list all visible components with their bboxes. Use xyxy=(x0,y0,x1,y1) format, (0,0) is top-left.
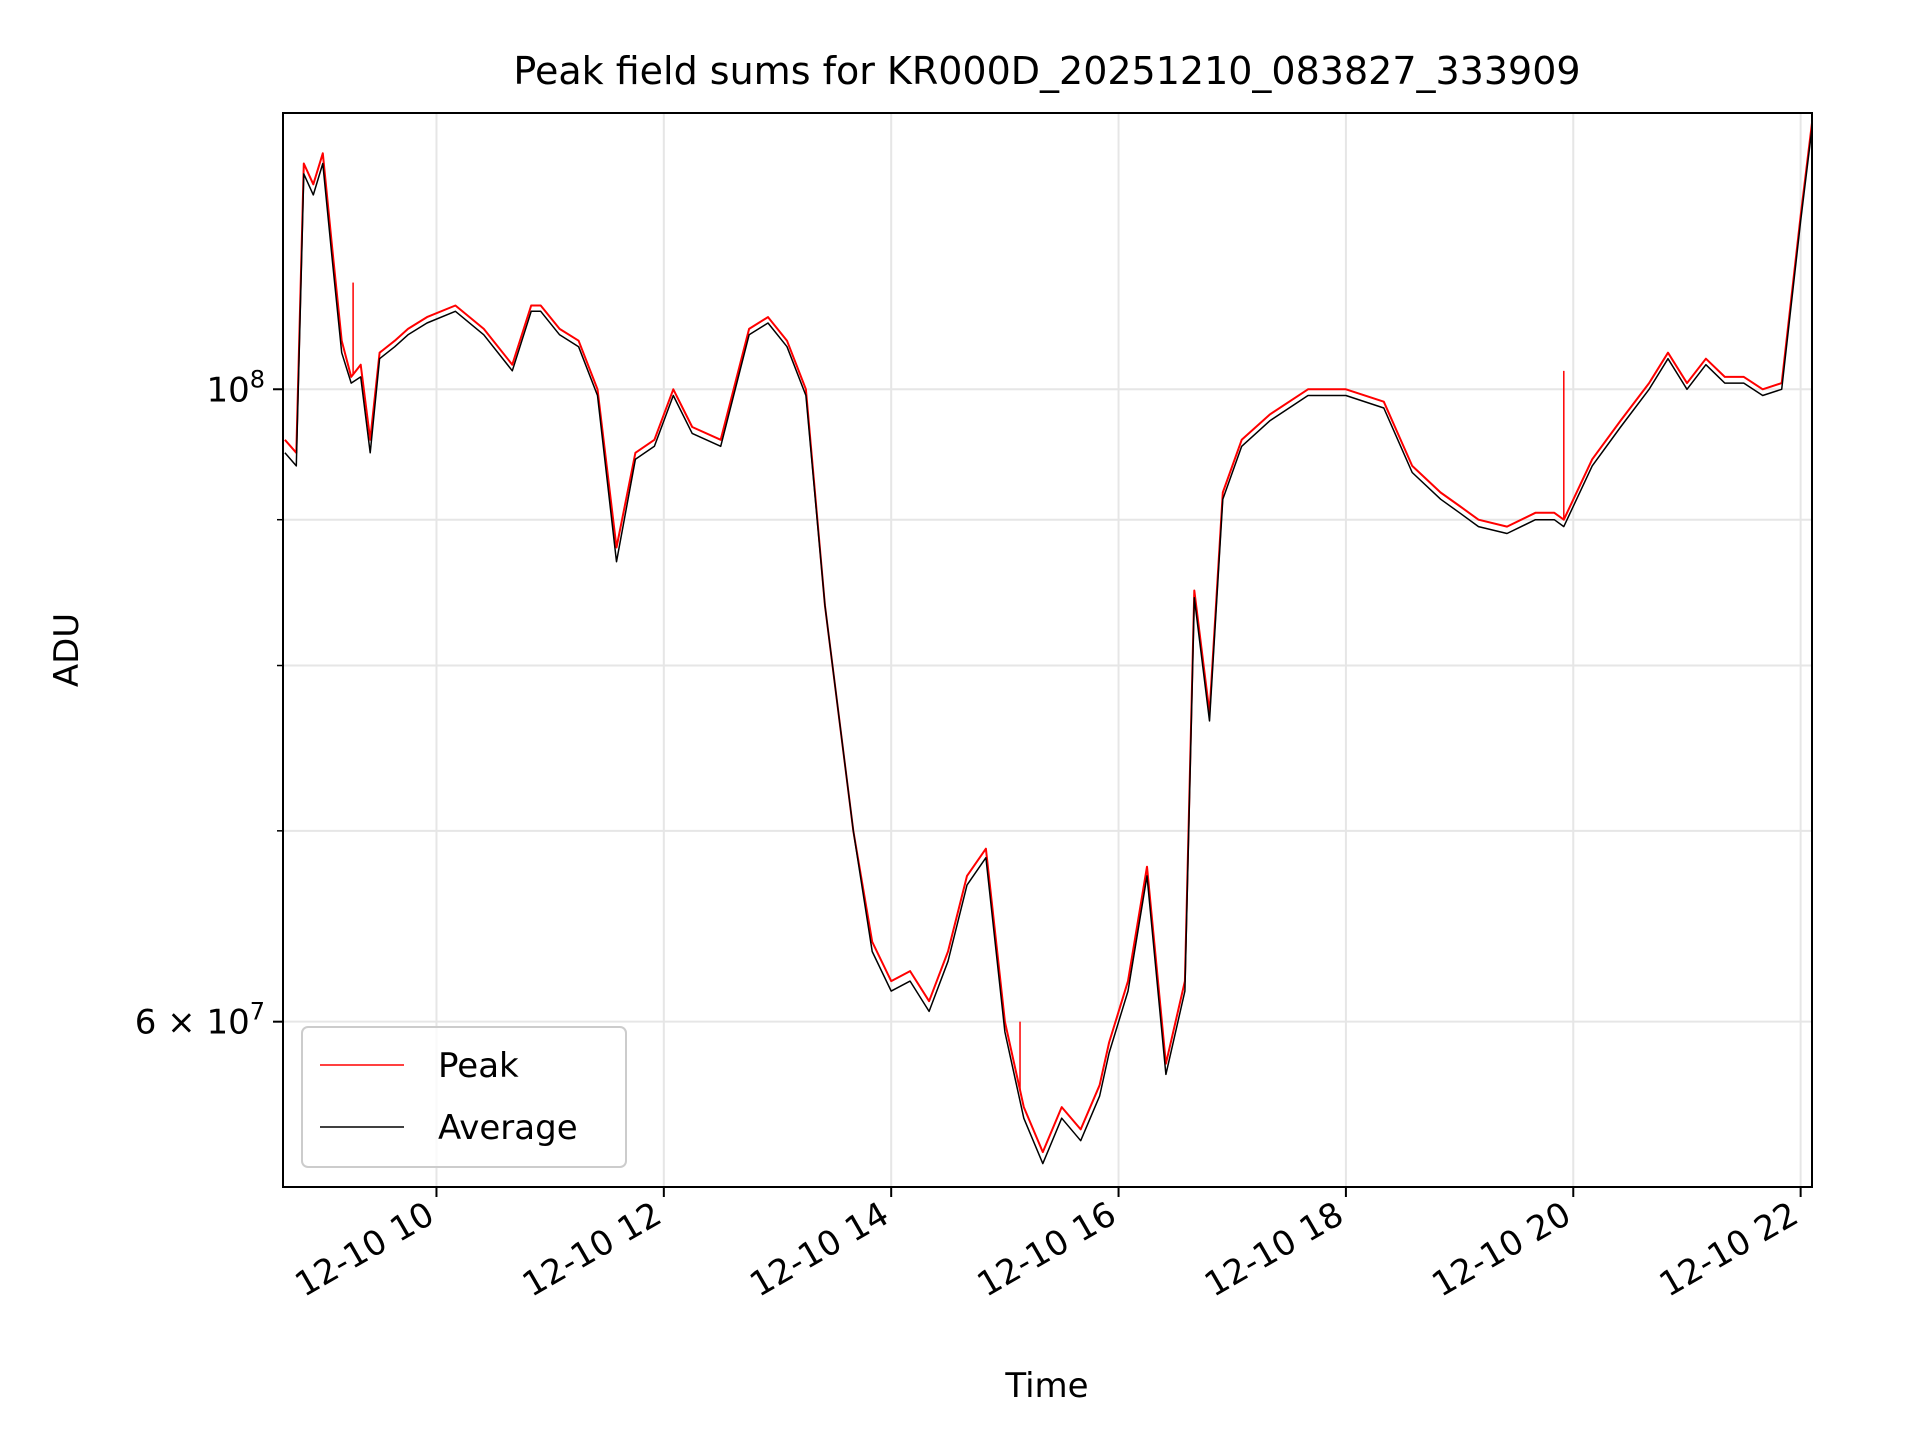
legend-label-peak: Peak xyxy=(438,1046,519,1086)
legend: Peak Average xyxy=(301,1026,627,1168)
y-tick-label: 108 xyxy=(206,365,265,410)
series-average-line xyxy=(284,127,1813,1165)
series-peak-line xyxy=(284,122,1813,1154)
series-layer xyxy=(284,122,1813,1165)
y-tick-label: 6 × 107 xyxy=(135,998,265,1043)
y-axis-label: ADU xyxy=(47,613,87,687)
plot-frame xyxy=(282,112,1813,1188)
legend-box xyxy=(301,1026,627,1168)
y-axis: 6 × 107 108 xyxy=(135,365,283,1043)
legend-label-average: Average xyxy=(438,1108,578,1148)
chart-title: Peak field sums for KR000D_20251210_0838… xyxy=(513,49,1580,93)
grid xyxy=(283,113,1812,1187)
x-axis-label: Time xyxy=(1004,1366,1088,1406)
